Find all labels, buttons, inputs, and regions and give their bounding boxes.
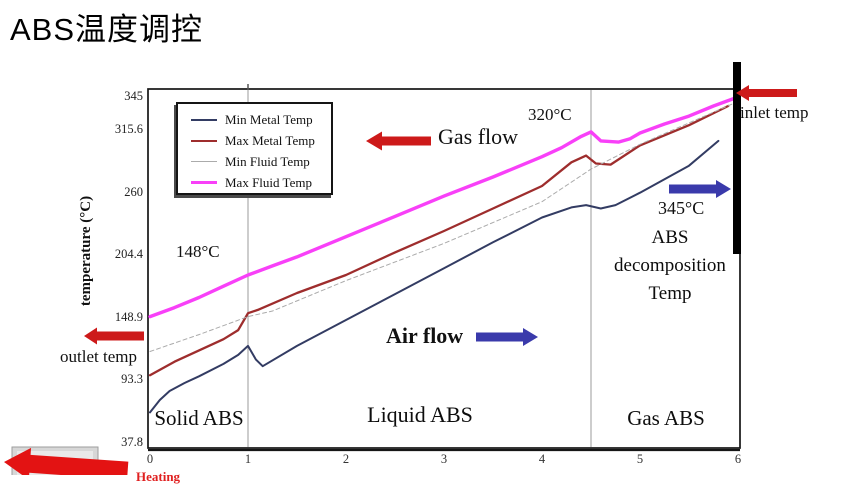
- cut-off-red-label: Heating: [136, 469, 181, 484]
- y-tick-label: 93.3: [121, 372, 143, 387]
- bottom-left-arrow-icon: [4, 447, 129, 475]
- inlet-temp-arrow-icon: [736, 85, 797, 101]
- y-tick-label: 315.6: [114, 122, 143, 137]
- annotation-320c: 320°C: [528, 105, 572, 124]
- slide: { "title": "ABS温度调控", "colors": { "backg…: [4, 12, 809, 484]
- series-max-metal-temp: [148, 104, 730, 377]
- air-flow-label: Air flow: [386, 323, 464, 348]
- decomposition-temp-bar: [733, 62, 741, 254]
- region-liquid-abs: Liquid ABS: [367, 402, 473, 427]
- legend-line-swatch: [191, 118, 217, 121]
- series-max-fluid-temp: [148, 95, 740, 319]
- legend-rows: Min Metal Temp Max Metal Temp Min Fluid Te…: [178, 109, 331, 193]
- y-tick-label: 260: [124, 184, 143, 199]
- legend-label: Max Metal Temp: [225, 132, 315, 148]
- temperature-chart: [4, 62, 797, 475]
- y-axis-title: temperature (°C): [78, 195, 94, 307]
- x-tick-label: 0: [146, 452, 154, 466]
- legend-label: Max Fluid Temp: [225, 174, 312, 190]
- legend-line-swatch: [191, 139, 217, 142]
- legend-line-swatch: [191, 161, 217, 162]
- legend-item: Min Fluid Temp: [178, 151, 331, 172]
- abs-note-line3: Temp: [648, 283, 692, 304]
- legend-line-swatch: [191, 181, 217, 184]
- gas-flow-label: Gas flow: [438, 124, 519, 149]
- legend-item: Max Fluid Temp: [178, 172, 331, 193]
- plot-border: [147, 88, 741, 449]
- outlet-temp-label: outlet temp: [60, 347, 137, 366]
- legend-item: Min Metal Temp: [178, 109, 331, 130]
- x-tick-label: 2: [342, 452, 350, 466]
- region-gas-abs: Gas ABS: [627, 406, 705, 430]
- page-title: ABS温度调控: [10, 12, 204, 47]
- x-tick-label: 5: [636, 452, 644, 466]
- abs-note-line2: decomposition: [614, 255, 726, 276]
- abs-decomposition-note: ABS decomposition Temp: [598, 224, 742, 308]
- inlet-temp-label: inlet temp: [740, 103, 809, 122]
- series-min-fluid-temp: [149, 101, 739, 352]
- abs-note-line1: ABS: [651, 227, 689, 248]
- annotation-345c: 345°C: [658, 198, 705, 218]
- region-solid-abs: Solid ABS: [154, 406, 244, 430]
- legend-label: Min Fluid Temp: [225, 153, 310, 169]
- legend-item: Max Metal Temp: [178, 130, 331, 151]
- legend-label: Min Metal Temp: [225, 111, 313, 127]
- y-tick-label: 148.9: [114, 309, 143, 324]
- air-flow-arrow-icon: [476, 328, 538, 346]
- annotation-148c: 148°C: [176, 242, 220, 261]
- gas-flow-arrow-icon: [366, 131, 431, 151]
- x-tick-label: 4: [538, 452, 546, 466]
- outlet-temp-arrow-icon: [84, 327, 144, 345]
- x-tick-label: 1: [244, 452, 252, 466]
- x-tick-label: 6: [734, 452, 742, 466]
- y-tick-label: 345: [124, 89, 143, 103]
- y-tick-label: 37.8: [121, 434, 143, 449]
- y-tick-label: 204.4: [114, 247, 143, 262]
- decomp-arrow-icon: [669, 180, 731, 198]
- chart-legend: Min Metal Temp Max Metal Temp Min Fluid Te…: [176, 102, 333, 195]
- x-tick-label: 3: [440, 452, 448, 466]
- series-min-metal-temp: [149, 139, 720, 414]
